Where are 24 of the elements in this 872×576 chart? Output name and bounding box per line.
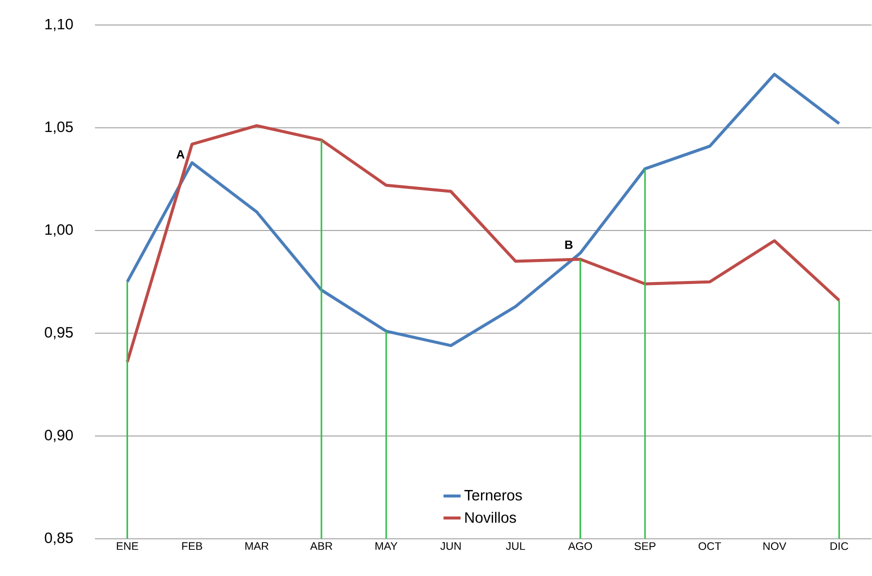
x-tick-label: JUL: [506, 542, 525, 550]
x-tick-label: ENE: [116, 542, 138, 550]
y-tick-label: 1,05: [45, 122, 73, 134]
y-tick-label: 0,85: [44, 532, 73, 546]
legend-label: Terneros: [464, 490, 522, 501]
x-tick-label: FEB: [182, 542, 202, 550]
x-tick-label: NOV: [763, 542, 786, 550]
legend-label: Novillos: [465, 512, 516, 524]
x-tick-label: JUN: [440, 542, 461, 550]
annotation: B: [565, 240, 573, 250]
x-tick-label: MAR: [245, 542, 268, 550]
x-tick-label: AGO: [568, 542, 592, 550]
x-tick-label: DIC: [830, 542, 848, 550]
x-tick-label: OCT: [698, 542, 722, 550]
line-series: [126, 124, 841, 364]
annotation: A: [176, 150, 184, 159]
line-series: [126, 72, 841, 348]
x-tick-label: MAY: [376, 542, 398, 550]
y-tick-label: 1,10: [45, 18, 73, 32]
x-tick-label: SEP: [634, 542, 656, 550]
y-tick-label: 1,00: [45, 224, 73, 237]
y-tick-label: 0,95: [44, 327, 73, 340]
x-tick-label: ABR: [310, 542, 332, 550]
y-tick-label: 0,90: [44, 430, 73, 442]
